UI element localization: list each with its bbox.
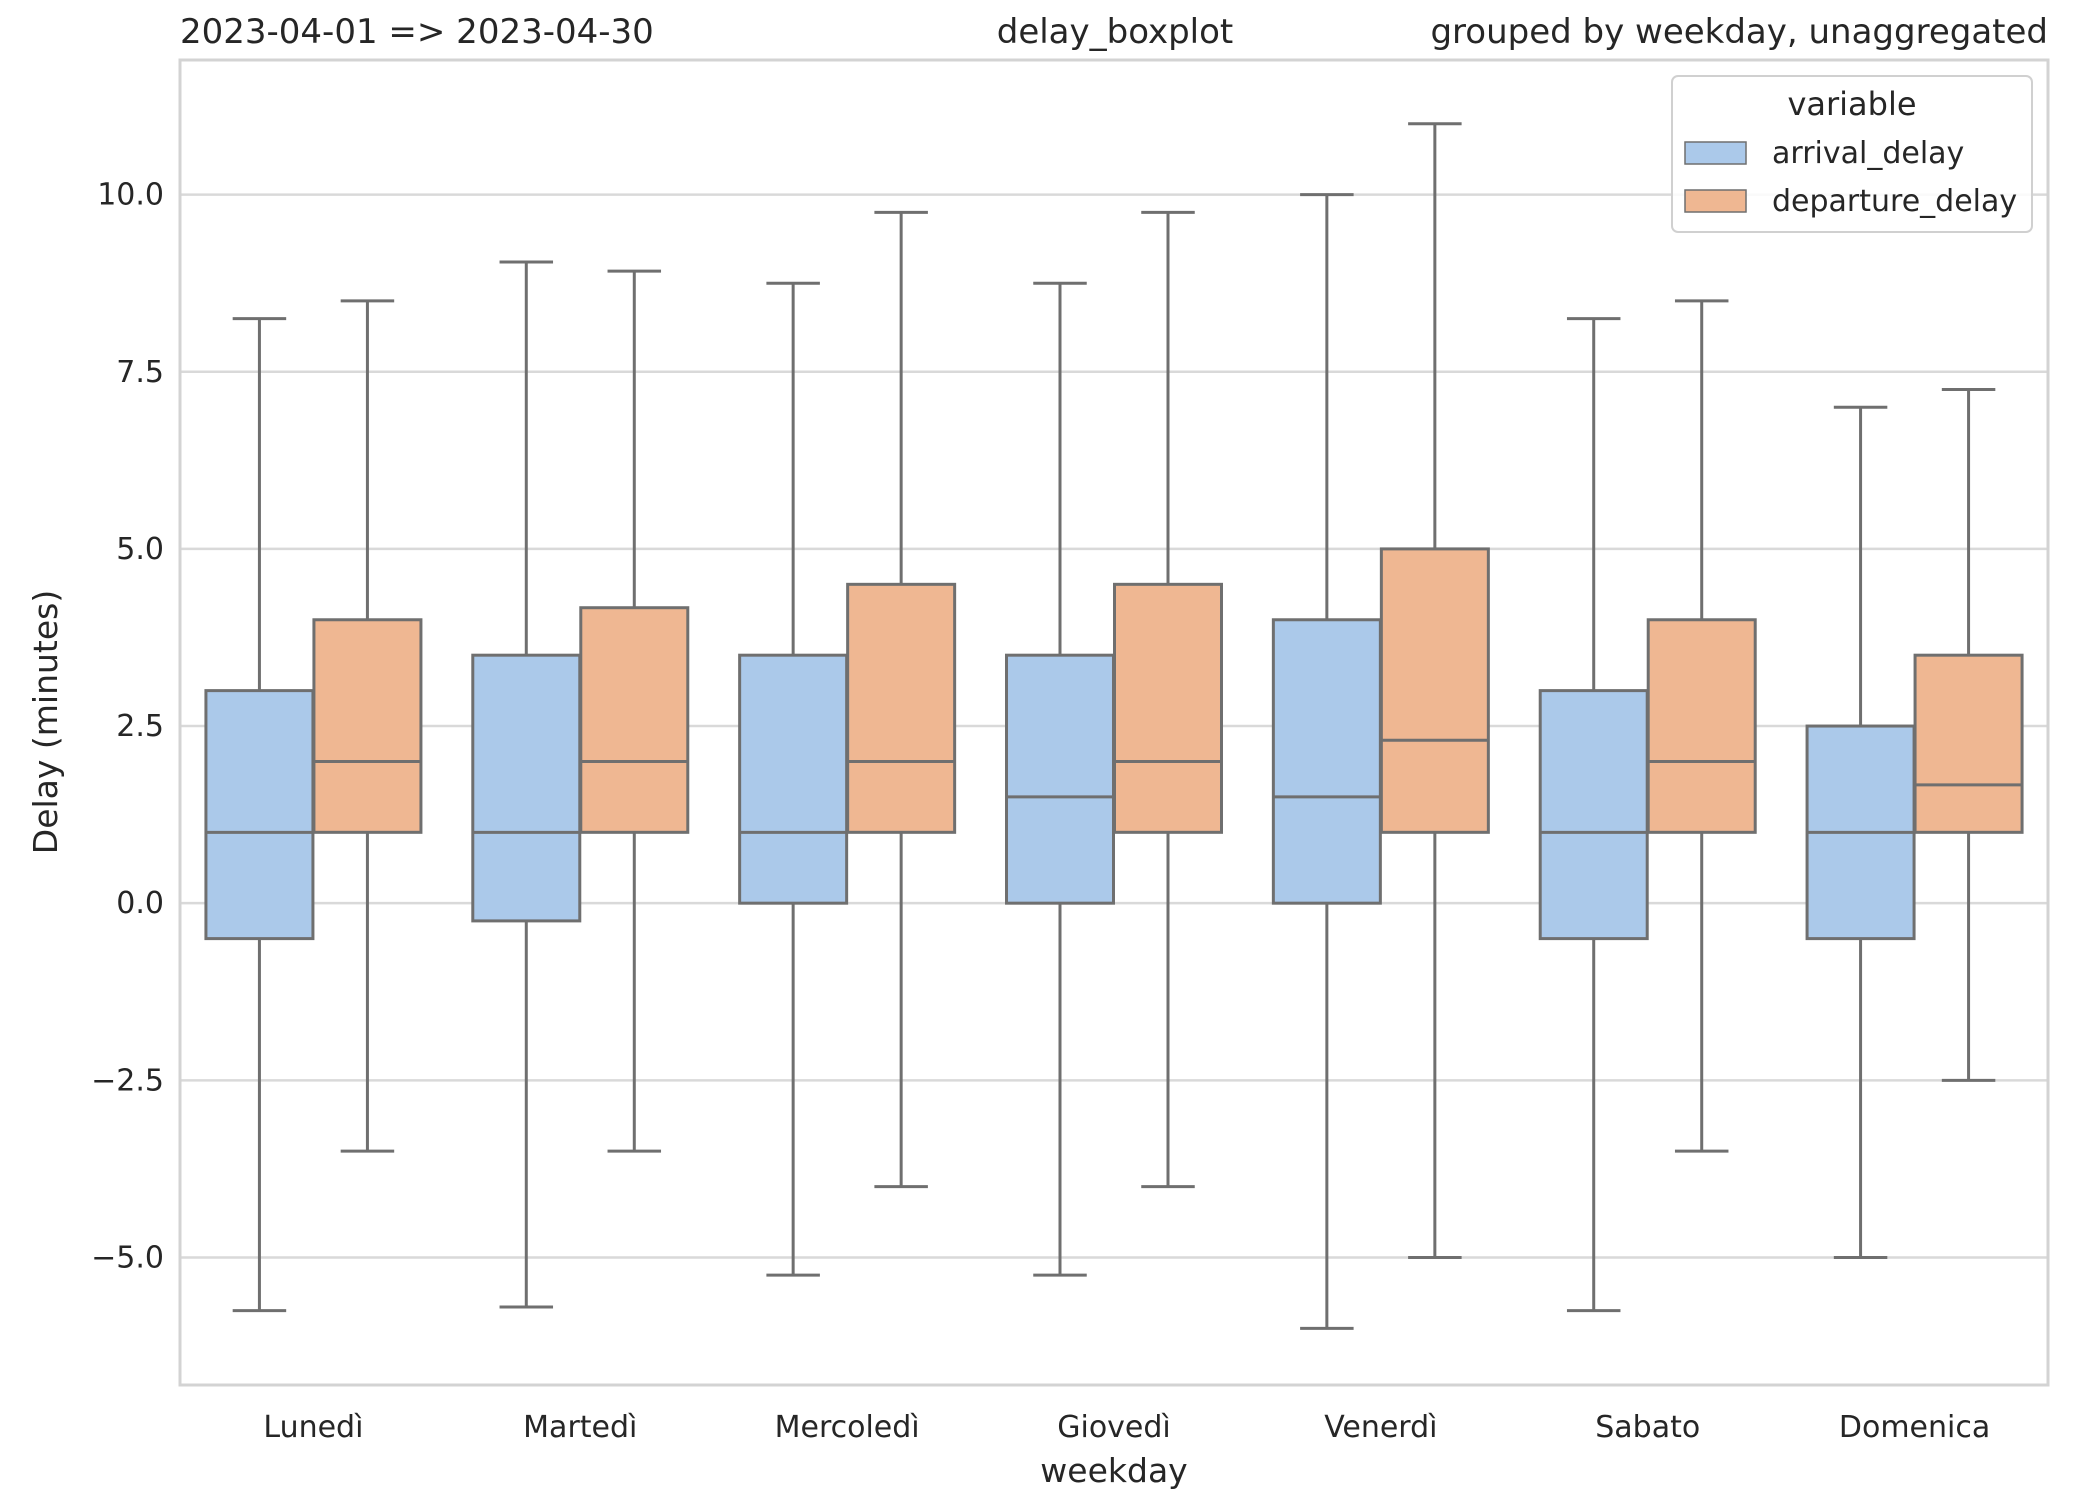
x-tick-label: Lunedì [263,1410,363,1445]
x-tick-label: Domenica [1839,1410,1990,1445]
legend: variable arrival_delay departure_delay [1671,75,2033,233]
y-tick-label: 5.0 [116,532,164,567]
x-tick-label: Venerdì [1324,1410,1437,1445]
iqr-box [1271,618,1382,905]
y-tick-label: 0.0 [116,886,164,921]
iqr-box [738,653,849,905]
y-tick-labels: −5.0 −2.5 0.0 2.5 5.0 7.5 10.0 [91,178,164,1276]
legend-frame [1671,75,2033,233]
iqr-box [1379,547,1490,834]
box-arrival-delay [1805,405,1916,1259]
box-layer [204,122,2024,1330]
box-arrival-delay [204,317,315,1313]
box-departure-delay [1113,210,1223,1189]
box-arrival-delay [738,281,849,1277]
box-arrival-delay [1005,281,1115,1277]
y-tick-label: −5.0 [91,1240,164,1275]
box-departure-delay [312,299,423,1153]
iqr-box [1913,653,2024,834]
chart-date-range: 2023-04-01 => 2023-04-30 [180,12,654,52]
legend-title: variable [1787,85,1916,123]
iqr-box [846,582,957,834]
iqr-box [1538,689,1649,941]
legend-label-departure-delay: departure_delay [1772,184,2017,219]
iqr-box [312,618,423,834]
legend-label-arrival-delay: arrival_delay [1772,136,1964,171]
x-tick-label: Mercoledì [775,1410,920,1445]
y-tick-label: 2.5 [116,709,164,744]
y-tick-label: −2.5 [91,1063,164,1098]
box-arrival-delay [1538,317,1649,1313]
box-arrival-delay [471,260,582,1309]
box-departure-delay [1646,299,1757,1153]
x-tick-labels: Lunedì Martedì Mercoledì Giovedì Venerdì Saba… [263,1410,1990,1445]
legend-swatch-arrival-delay [1684,141,1747,165]
plot-frame [178,58,2050,1387]
box-departure-delay [579,269,690,1153]
y-tick-label: 10.0 [97,178,164,213]
iqr-box [204,689,315,941]
box-arrival-delay [1271,193,1382,1330]
x-tick-label: Sabato [1595,1410,1700,1445]
box-departure-delay [1913,387,2024,1082]
x-tick-label: Giovedì [1057,1410,1171,1445]
iqr-box [471,653,582,923]
y-axis-label: Delay (minutes) [26,590,65,854]
iqr-box [579,606,690,834]
iqr-box [1005,653,1115,905]
chart-grouping-note: grouped by weekday, unaggregated [1430,12,2048,52]
x-axis-label: weekday [1040,1451,1187,1490]
iqr-box [1113,582,1223,834]
y-tick-label: 7.5 [116,355,164,390]
x-tick-label: Martedì [523,1410,637,1445]
box-departure-delay [846,210,957,1189]
box-departure-delay [1379,122,1490,1259]
chart-title: delay_boxplot [997,12,1234,52]
legend-swatch-departure-delay [1684,189,1747,213]
iqr-box [1646,618,1757,834]
